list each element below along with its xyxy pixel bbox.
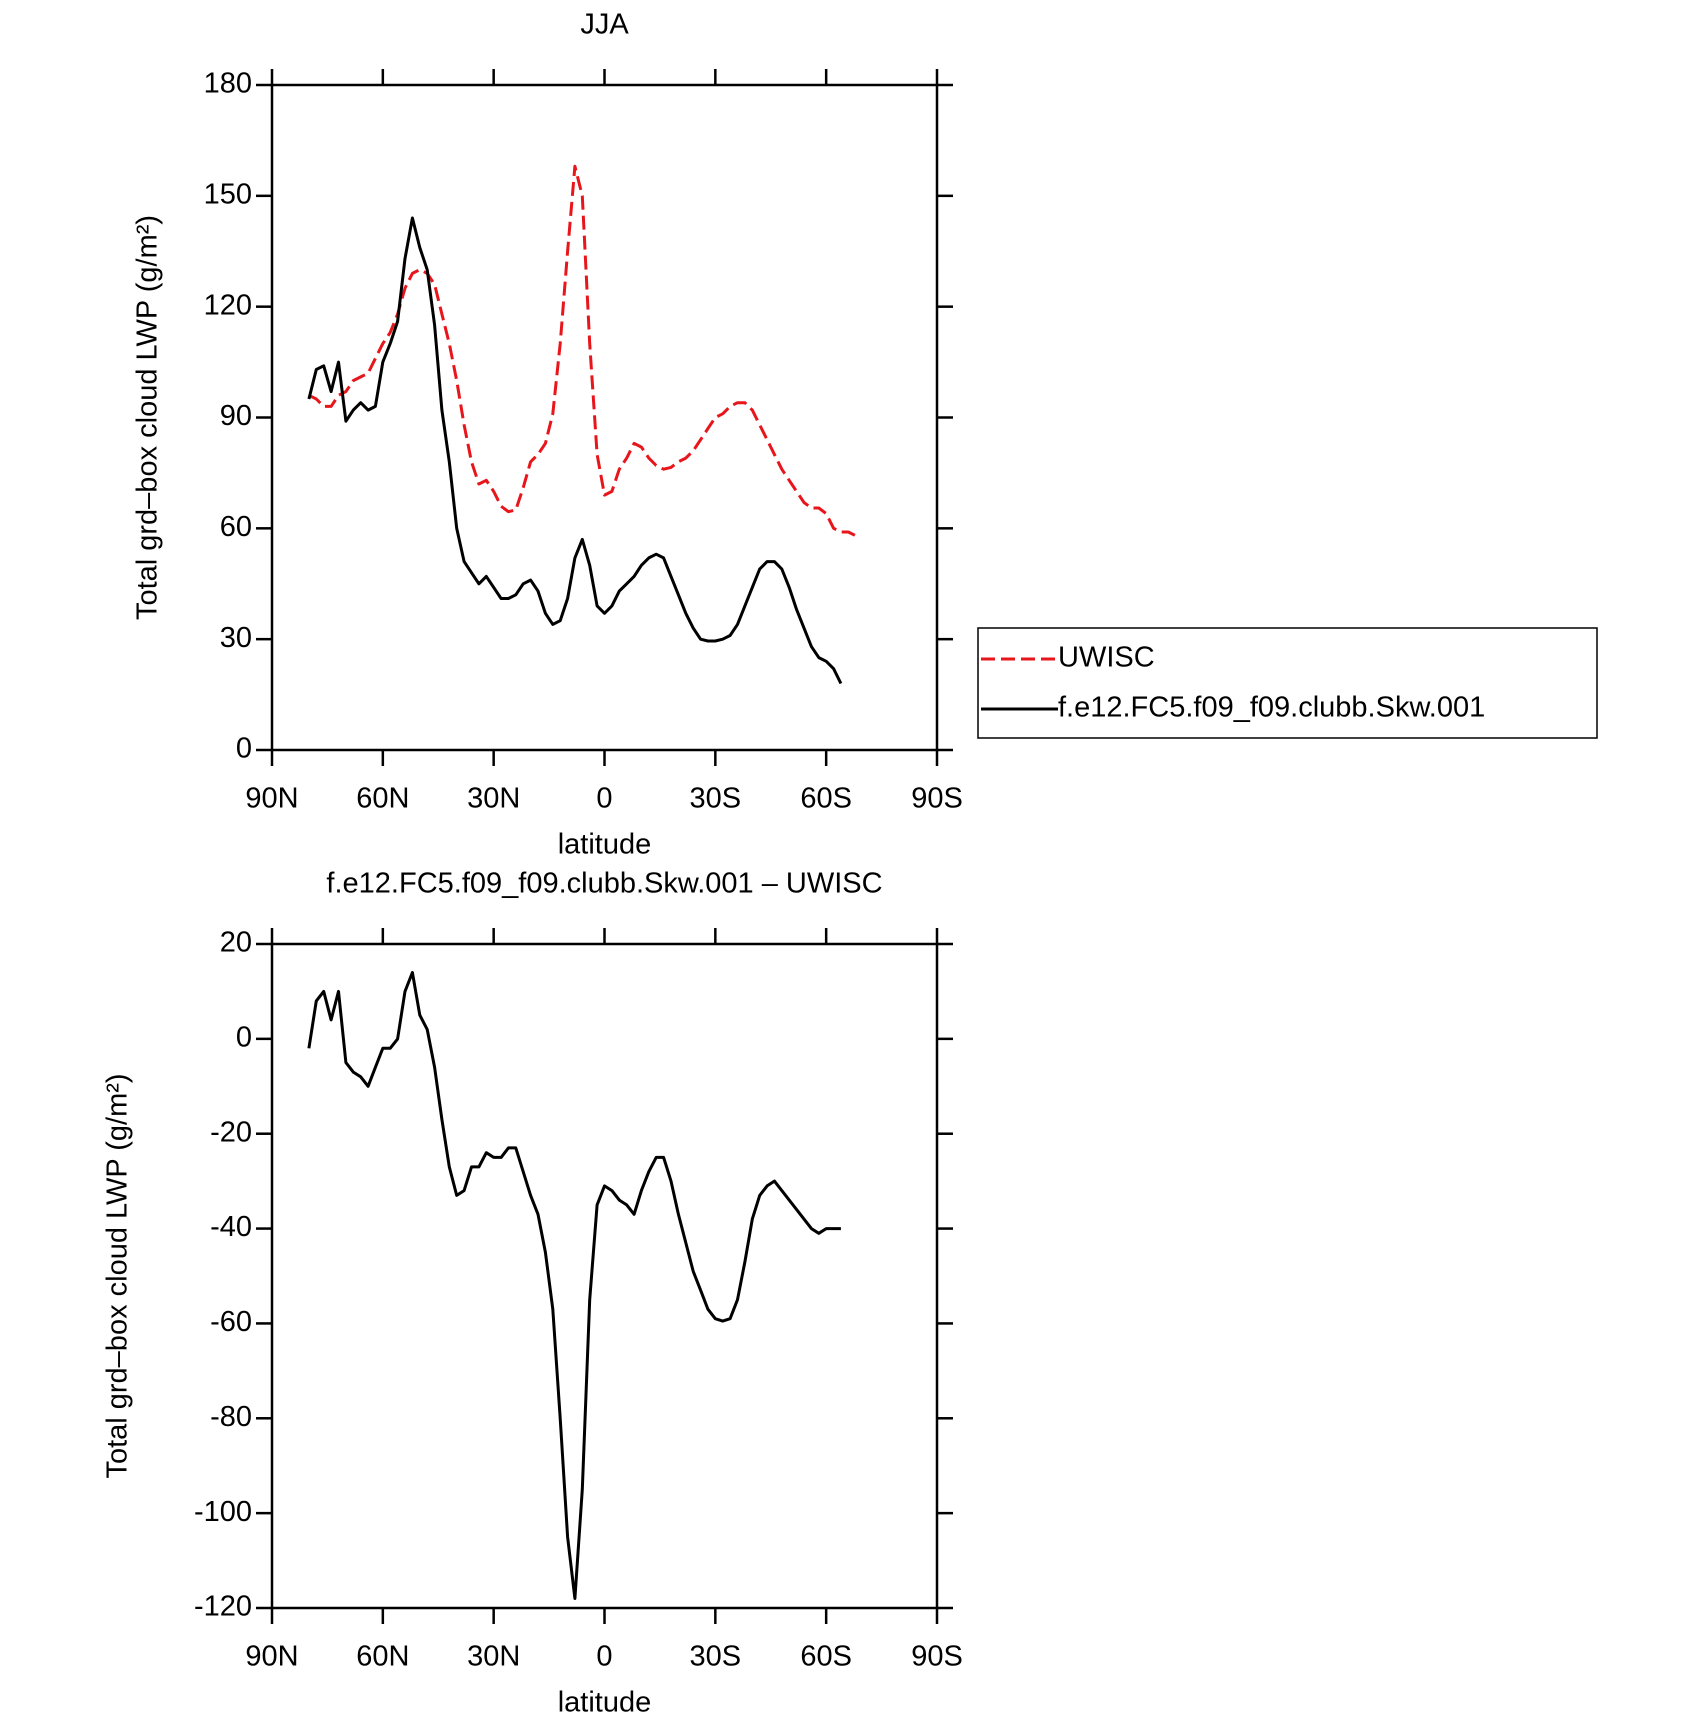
y-tick-label: 150 [204,178,252,210]
y-tick-label: -100 [194,1496,252,1528]
legend-label: UWISC [1058,642,1155,674]
y-tick-label: 20 [220,927,252,959]
x-tick-label: 30S [690,783,742,815]
y-tick-label: 60 [220,511,252,543]
x-tick-label: 60S [800,783,852,815]
data-line [307,216,843,685]
y-tick-label: 0 [236,1022,252,1054]
y-axis-label: Total grd–box cloud LWP (g/m²) [102,1073,134,1478]
x-axis-label: latitude [558,1687,652,1719]
plot-frame [270,942,939,1610]
x-tick-label: 0 [596,783,612,815]
x-tick-label: 60S [800,1641,852,1673]
x-tick-label: 90N [245,1641,298,1673]
x-tick-label: 0 [596,1641,612,1673]
legend-box [977,627,1598,739]
x-tick-label: 90S [911,783,963,815]
y-tick-label: -80 [210,1401,252,1433]
y-tick-label: 120 [204,289,252,321]
y-tick-label: 0 [236,733,252,765]
x-tick-label: 60N [356,783,409,815]
x-tick-label: 90N [245,783,298,815]
y-axis-label: Total grd–box cloud LWP (g/m²) [132,215,164,620]
y-tick-label: 30 [220,622,252,654]
x-tick-label: 90S [911,1641,963,1673]
data-line [308,164,857,538]
x-tick-label: 30N [467,783,520,815]
x-tick-label: 60N [356,1641,409,1673]
plot-frame [270,83,939,752]
y-tick-label: 180 [204,68,252,100]
chart-title: JJA [580,9,629,41]
y-tick-label: -60 [210,1306,252,1338]
y-tick-label: 90 [220,400,252,432]
y-tick-label: -20 [210,1116,252,1148]
y-tick-label: -40 [210,1211,252,1243]
x-axis-label: latitude [558,829,652,861]
x-tick-label: 30S [690,1641,742,1673]
legend-label: f.e12.FC5.f09_f09.clubb.Skw.001 [1058,692,1485,724]
y-tick-label: -120 [194,1591,252,1623]
data-line [307,971,841,1600]
x-tick-label: 30N [467,1641,520,1673]
chart-title: f.e12.FC5.f09_f09.clubb.Skw.001 – UWISC [326,868,882,900]
